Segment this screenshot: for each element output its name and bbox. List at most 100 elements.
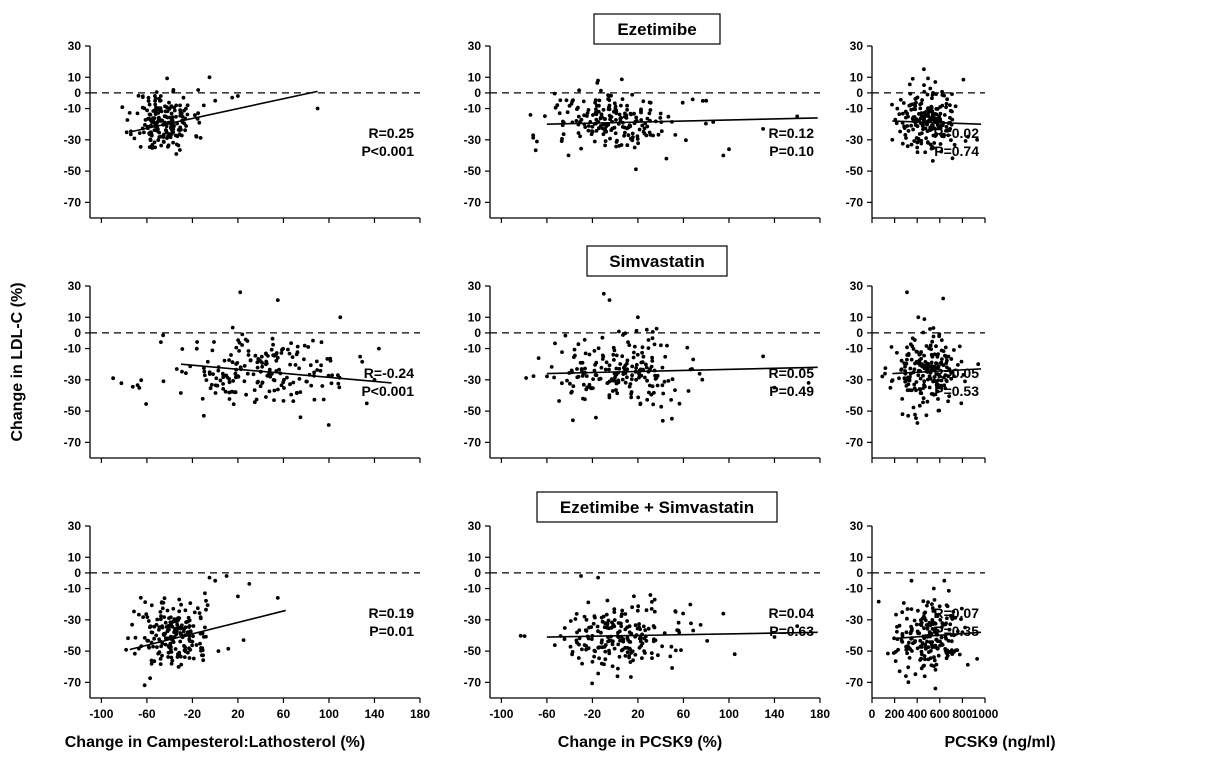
- data-point: [912, 338, 917, 342]
- data-point: [953, 104, 958, 109]
- x-tick-label: 60: [677, 707, 691, 721]
- data-point: [637, 622, 641, 626]
- data-point: [222, 358, 227, 363]
- data-point: [195, 340, 200, 344]
- y-tick-label: -70: [464, 435, 482, 449]
- data-point: [806, 381, 811, 385]
- data-point: [158, 106, 163, 111]
- data-point: [937, 604, 942, 609]
- data-point: [904, 674, 908, 678]
- data-point: [143, 600, 148, 604]
- data-point: [171, 619, 176, 624]
- data-point: [168, 615, 173, 620]
- data-point: [906, 413, 911, 418]
- data-point: [607, 626, 611, 631]
- data-point: [201, 653, 206, 658]
- y-tick-label: -70: [846, 675, 864, 689]
- data-point: [668, 654, 673, 659]
- data-point: [908, 91, 913, 96]
- data-point: [281, 346, 285, 351]
- data-point: [146, 619, 151, 623]
- data-point: [894, 612, 898, 617]
- data-point: [156, 138, 161, 143]
- data-point: [932, 378, 937, 383]
- data-point: [579, 146, 583, 151]
- data-point: [659, 343, 663, 348]
- data-point: [153, 102, 158, 107]
- data-point: [169, 661, 174, 666]
- data-point: [631, 658, 635, 663]
- y-tick-label: -50: [464, 644, 482, 658]
- data-point: [661, 391, 666, 396]
- data-point: [187, 624, 192, 628]
- data-point: [590, 659, 595, 664]
- data-point: [928, 142, 933, 147]
- data-point: [577, 628, 582, 633]
- data-point: [925, 399, 930, 404]
- data-point: [935, 639, 940, 643]
- y-tick-label: -50: [846, 404, 864, 418]
- data-point: [141, 615, 146, 619]
- y-tick-label: -30: [464, 613, 482, 627]
- data-point: [907, 82, 912, 87]
- data-point: [559, 139, 564, 144]
- data-point: [890, 102, 894, 107]
- data-point: [700, 377, 705, 382]
- data-point: [599, 640, 604, 645]
- data-point: [629, 395, 634, 400]
- data-point: [639, 110, 643, 115]
- data-point: [628, 136, 633, 141]
- data-point: [172, 630, 177, 635]
- data-point: [136, 93, 141, 98]
- data-point: [187, 646, 191, 651]
- data-point: [628, 647, 632, 652]
- data-point: [241, 638, 246, 642]
- data-point: [950, 92, 954, 96]
- data-point: [655, 373, 660, 378]
- data-point: [138, 595, 143, 600]
- data-point: [617, 654, 622, 659]
- data-point: [950, 156, 955, 161]
- r-value-label: R=0.04: [768, 605, 814, 621]
- data-point: [171, 124, 176, 128]
- data-point: [620, 354, 625, 359]
- data-point: [944, 379, 949, 384]
- data-point: [293, 363, 298, 367]
- data-point: [168, 115, 172, 120]
- data-point: [618, 116, 623, 121]
- data-point: [652, 390, 656, 395]
- data-point: [627, 343, 632, 347]
- data-point: [169, 132, 174, 136]
- data-point: [325, 357, 330, 361]
- data-point: [905, 144, 910, 149]
- data-point: [298, 390, 303, 394]
- data-point: [143, 123, 147, 127]
- data-point: [921, 614, 926, 619]
- data-point: [620, 608, 625, 613]
- data-point: [204, 378, 209, 382]
- data-point: [628, 660, 633, 664]
- data-point: [612, 618, 617, 622]
- data-point: [934, 344, 938, 349]
- row-title-simvastatin-text: Simvastatin: [609, 252, 704, 271]
- data-point: [132, 651, 137, 656]
- data-point: [553, 341, 557, 346]
- data-point: [208, 386, 213, 391]
- x-axis-label-pcsk9-change: Change in PCSK9 (%): [558, 734, 722, 751]
- y-tick-label: -50: [64, 164, 82, 178]
- data-point: [961, 77, 966, 82]
- data-point: [926, 76, 930, 81]
- data-point: [637, 372, 642, 377]
- data-point: [597, 126, 601, 131]
- data-point: [906, 114, 910, 119]
- data-point: [700, 99, 705, 103]
- data-point: [931, 586, 936, 591]
- data-point: [178, 103, 183, 108]
- data-point: [600, 335, 605, 340]
- data-point: [634, 362, 639, 367]
- data-point: [950, 117, 955, 122]
- data-point: [612, 607, 617, 612]
- data-point: [132, 136, 137, 141]
- x-tick-label: 600: [930, 707, 950, 721]
- data-point: [281, 399, 286, 403]
